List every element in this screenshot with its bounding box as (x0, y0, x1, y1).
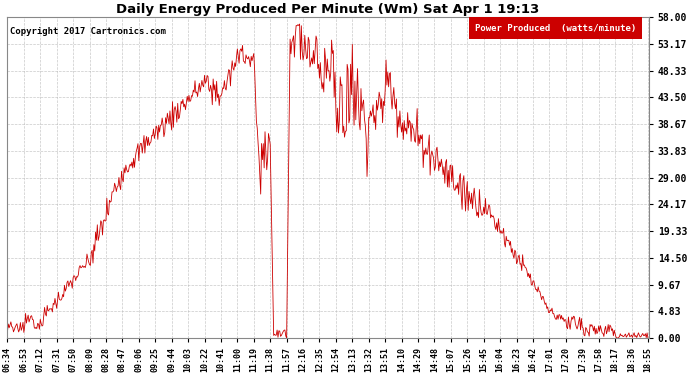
Text: Copyright 2017 Cartronics.com: Copyright 2017 Cartronics.com (10, 27, 166, 36)
Title: Daily Energy Produced Per Minute (Wm) Sat Apr 1 19:13: Daily Energy Produced Per Minute (Wm) Sa… (116, 3, 540, 16)
